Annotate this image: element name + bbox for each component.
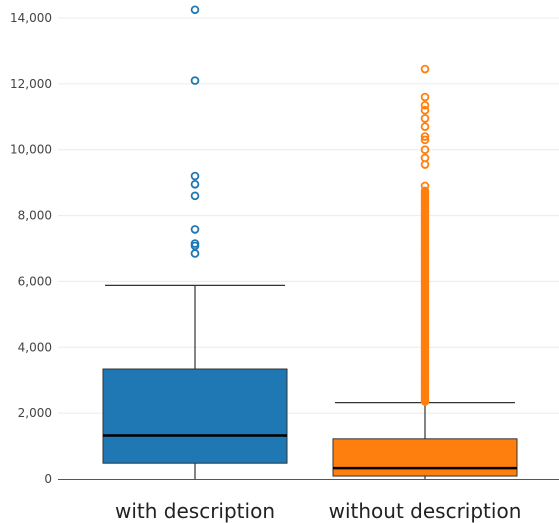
x-axis-category-labels: with description without description <box>115 499 521 523</box>
category-label: with description <box>115 499 275 523</box>
outlier-point <box>420 145 430 155</box>
iqr-box <box>102 368 288 464</box>
y-tick-label: 0 <box>44 472 52 486</box>
outlier-point <box>190 179 200 189</box>
outlier-point <box>420 132 430 141</box>
box-layer <box>102 5 518 479</box>
category-label: without description <box>329 499 522 523</box>
outlier-point <box>420 186 430 196</box>
outlier-point <box>420 153 430 163</box>
outlier-point <box>190 239 200 248</box>
outlier-point <box>420 105 430 115</box>
outlier-point <box>190 225 200 234</box>
outlier-point <box>420 114 430 123</box>
y-tick-label: 6,000 <box>18 274 52 288</box>
outlier-point <box>420 135 430 145</box>
y-tick-label: 8,000 <box>18 209 52 223</box>
y-tick-label: 2,000 <box>18 406 52 420</box>
outlier-point <box>420 100 430 110</box>
outlier-point <box>420 64 430 74</box>
y-tick-label: 4,000 <box>18 340 52 354</box>
outlier-point <box>420 181 430 191</box>
outlier-point <box>190 76 200 85</box>
outlier-point <box>190 5 200 15</box>
box-group-1 <box>332 64 518 479</box>
grid-lines <box>58 17 559 414</box>
y-tick-label: 12,000 <box>10 77 52 91</box>
y-tick-label: 14,000 <box>10 11 52 25</box>
y-axis-tick-labels: 0 2,000 4,000 6,000 8,000 10,000 12,000 14,000 <box>10 11 52 486</box>
outlier-point <box>420 92 430 102</box>
outlier-point <box>420 122 430 131</box>
outlier-point <box>190 191 200 201</box>
y-tick-label: 10,000 <box>10 143 52 157</box>
iqr-box <box>332 438 518 477</box>
box-group-0 <box>102 5 288 479</box>
outlier-point <box>190 171 200 181</box>
outlier-point <box>190 249 200 258</box>
